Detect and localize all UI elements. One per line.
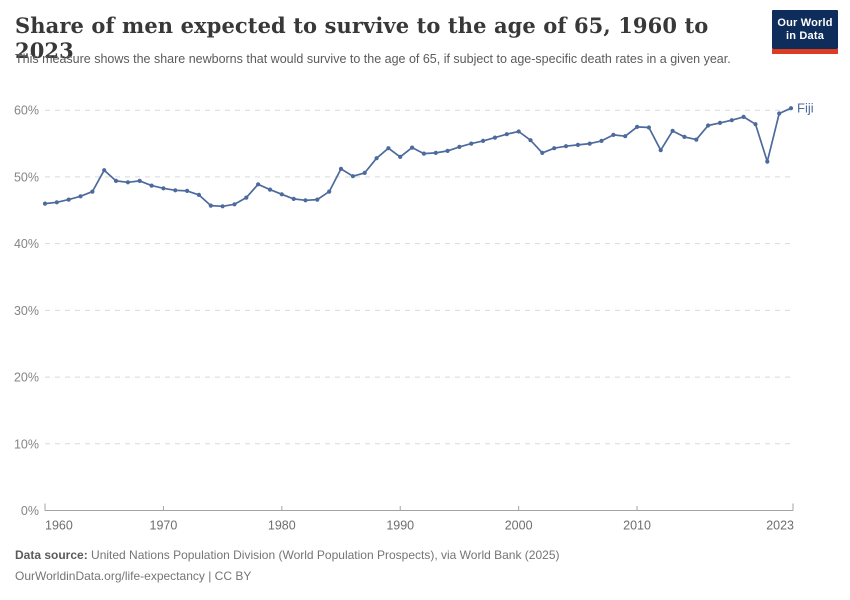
data-source-line: Data source: United Nations Population D… — [15, 545, 560, 566]
owid-logo-red-bar — [772, 49, 838, 55]
data-point-1965 — [102, 168, 107, 173]
data-point-1993 — [433, 150, 438, 155]
x-axis-label-1990: 1990 — [386, 519, 414, 533]
data-point-1982 — [303, 198, 308, 203]
data-point-2017 — [717, 120, 723, 125]
data-point-2008 — [611, 132, 616, 137]
y-axis-label-0pct: 0% — [21, 504, 39, 518]
x-axis-label-1960: 1960 — [45, 519, 73, 533]
data-point-1981 — [291, 196, 296, 201]
data-point-1974 — [208, 203, 213, 208]
data-point-1999 — [504, 132, 509, 137]
data-point-1976 — [232, 202, 237, 207]
data-point-1966 — [113, 178, 119, 183]
data-point-1992 — [421, 151, 426, 156]
data-point-1967 — [125, 180, 130, 185]
y-axis-label-30pct: 30% — [14, 304, 39, 318]
data-point-1962 — [66, 197, 71, 202]
data-point-2006 — [587, 141, 592, 146]
data-point-1986 — [350, 174, 355, 179]
data-point-2014 — [682, 134, 687, 139]
x-axis-label-1970: 1970 — [150, 519, 178, 533]
data-point-1963 — [78, 194, 83, 199]
data-point-2019 — [741, 114, 746, 119]
y-axis-label-60pct: 60% — [14, 104, 39, 118]
y-axis-label-20pct: 20% — [14, 371, 39, 385]
data-point-1983 — [315, 197, 320, 202]
data-point-2001 — [528, 138, 533, 143]
data-point-1968 — [137, 178, 142, 183]
data-point-2021 — [765, 159, 770, 164]
data-source-label: Data source: — [15, 548, 88, 562]
y-axis-label-40pct: 40% — [14, 237, 39, 251]
data-point-2022 — [777, 111, 782, 116]
data-point-1991 — [410, 145, 415, 150]
owid-logo-box: Our World in Data — [772, 10, 838, 50]
data-point-1985 — [338, 166, 344, 171]
x-axis-label-2023: 2023 — [766, 519, 794, 533]
data-point-1998 — [492, 135, 498, 140]
data-point-2020 — [753, 122, 758, 127]
data-point-1990 — [398, 154, 403, 159]
data-point-1964 — [90, 189, 95, 194]
chart-subtitle: This measure shows the share newborns th… — [15, 52, 731, 66]
line-chart: 0% 10% 20% 30% 40% 50% 60% 1960 1970 1980 1990 2000… — [14, 101, 814, 533]
series-line-fiji — [44, 107, 792, 208]
x-axis-label-1980: 1980 — [268, 519, 296, 533]
data-point-2007 — [599, 138, 604, 143]
data-point-2005 — [575, 142, 581, 147]
data-point-2000 — [516, 129, 521, 134]
data-point-1961 — [54, 200, 59, 205]
data-point-1989 — [386, 146, 391, 151]
data-point-1997 — [481, 138, 486, 143]
data-source-text: United Nations Population Division (Worl… — [87, 548, 560, 562]
data-point-1987 — [362, 170, 367, 175]
chart-footer: Data source: United Nations Population D… — [15, 545, 560, 587]
x-axis-label-2000: 2000 — [505, 519, 533, 533]
data-point-2016 — [706, 123, 711, 128]
data-point-1980 — [279, 192, 284, 197]
data-point-1978 — [256, 182, 261, 187]
data-point-1996 — [469, 141, 474, 146]
data-point-1994 — [445, 148, 450, 153]
data-point-2004 — [563, 144, 569, 149]
data-point-1969 — [149, 183, 154, 188]
data-point-2002 — [540, 150, 545, 155]
data-point-1970 — [161, 186, 166, 191]
y-axis-label-50pct: 50% — [14, 170, 39, 184]
data-point-2015 — [694, 137, 699, 142]
data-point-1979 — [267, 187, 273, 192]
owid-logo-text-line2: in Data — [785, 30, 825, 43]
attribution-line: OurWorldinData.org/life-expectancy | CC … — [15, 569, 252, 583]
data-point-2010 — [635, 124, 640, 129]
data-point-1988 — [374, 156, 379, 161]
x-axis-label-2010: 2010 — [623, 519, 651, 533]
data-point-1960 — [42, 201, 48, 206]
page-title: Share of men expected to survive to the … — [15, 13, 709, 63]
data-point-1972 — [185, 188, 190, 193]
series-end-label-fiji: Fiji — [797, 101, 814, 116]
data-point-1995 — [457, 144, 462, 149]
data-point-1975 — [220, 204, 225, 209]
data-point-2013 — [670, 128, 675, 133]
y-axis-label-10pct: 10% — [14, 437, 39, 451]
data-point-2011 — [646, 125, 652, 130]
data-point-1984 — [327, 189, 332, 194]
data-point-2009 — [623, 134, 628, 139]
data-point-2023 — [788, 106, 794, 111]
owid-logo-text-line1: Our World — [777, 17, 833, 29]
data-point-1977 — [244, 195, 249, 200]
data-point-1973 — [196, 192, 201, 197]
data-point-2018 — [729, 118, 734, 123]
data-point-2003 — [552, 146, 557, 151]
owid-logo: Our World in Data — [772, 10, 838, 55]
data-point-2012 — [658, 148, 663, 153]
data-point-1971 — [173, 188, 178, 193]
